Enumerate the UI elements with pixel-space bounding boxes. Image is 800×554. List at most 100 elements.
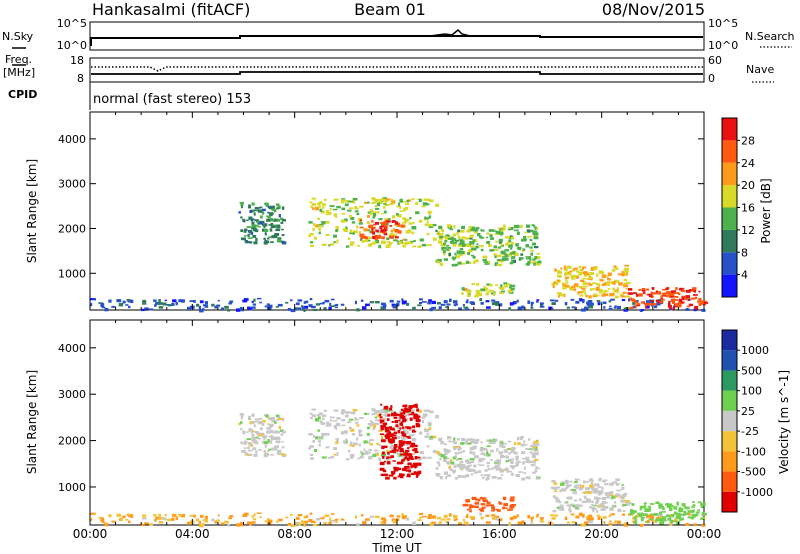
data-cell — [116, 513, 122, 517]
data-cell — [328, 244, 331, 247]
data-cell — [280, 221, 284, 224]
data-cell — [486, 477, 490, 480]
data-cell — [386, 453, 391, 456]
data-cell — [365, 239, 369, 241]
data-cell — [216, 519, 221, 522]
velocity-colorbar-tick-label: -1000 — [741, 486, 773, 499]
data-cell — [411, 409, 415, 411]
data-cell — [486, 462, 491, 465]
xtick-label: 04:00 — [175, 527, 210, 541]
data-cell — [153, 514, 157, 517]
data-cell — [678, 506, 681, 510]
data-cell — [427, 516, 432, 520]
data-cell — [531, 452, 535, 456]
data-cell — [614, 501, 617, 504]
data-cell — [375, 410, 381, 413]
data-cell — [487, 454, 491, 457]
data-cell — [486, 451, 489, 455]
data-cell — [701, 512, 705, 515]
colorbar-segment — [722, 140, 737, 163]
data-cell — [374, 515, 380, 519]
data-cell — [308, 304, 313, 308]
data-cell — [397, 475, 401, 478]
data-cell — [204, 306, 209, 308]
data-cell — [436, 461, 440, 464]
data-cell — [613, 306, 617, 309]
data-cell — [536, 261, 540, 265]
data-cell — [474, 441, 478, 445]
data-cell — [399, 410, 403, 414]
data-cell — [671, 514, 675, 518]
data-cell — [531, 447, 536, 451]
data-cell — [374, 416, 378, 419]
data-cell — [354, 421, 359, 424]
data-cell — [287, 308, 292, 311]
data-cell — [349, 454, 355, 457]
data-cell — [491, 467, 494, 470]
data-cell — [321, 433, 326, 437]
data-cell — [595, 266, 598, 269]
data-cell — [582, 514, 585, 518]
data-cell — [614, 305, 617, 308]
data-cell — [248, 204, 251, 208]
data-cell — [511, 517, 516, 520]
data-cell — [408, 405, 414, 409]
data-cell — [514, 441, 517, 446]
data-cell — [495, 468, 500, 471]
data-cell — [662, 508, 665, 510]
data-cell — [602, 292, 606, 295]
data-cell — [325, 432, 330, 436]
data-cell — [413, 416, 417, 420]
data-cell — [401, 473, 405, 476]
data-cell — [438, 521, 442, 524]
data-cell — [690, 516, 695, 520]
data-cell — [497, 246, 501, 249]
data-cell — [675, 520, 679, 523]
data-cell — [552, 495, 556, 499]
data-cell — [354, 417, 358, 420]
data-cell — [404, 466, 407, 470]
data-cell — [495, 284, 499, 286]
data-cell — [318, 443, 321, 447]
data-cell — [295, 302, 300, 306]
power-colorbar-tick-label: 8 — [741, 246, 748, 259]
data-cell — [432, 237, 437, 241]
data-cell — [449, 298, 452, 302]
data-cell — [592, 294, 598, 298]
data-cell — [582, 290, 586, 293]
data-cell — [126, 299, 130, 302]
data-cell — [369, 439, 374, 442]
data-cell — [401, 455, 405, 457]
data-cell — [551, 302, 556, 305]
data-cell — [623, 523, 629, 527]
data-cell — [460, 230, 465, 233]
data-cell — [559, 276, 562, 279]
data-cell — [610, 497, 613, 500]
data-cell — [438, 453, 443, 457]
data-cell — [500, 474, 504, 476]
data-cell — [529, 246, 533, 249]
data-cell — [412, 458, 416, 461]
data-cell — [254, 229, 259, 233]
data-cell — [451, 238, 457, 241]
data-cell — [443, 459, 447, 462]
data-cell — [390, 410, 394, 413]
data-cell — [579, 268, 584, 271]
data-cell — [520, 436, 523, 441]
data-cell — [575, 504, 580, 507]
data-cell — [678, 298, 683, 302]
data-cell — [589, 484, 593, 488]
data-cell — [605, 290, 609, 293]
data-cell — [382, 221, 388, 224]
data-cell — [475, 439, 480, 442]
data-cell — [380, 222, 385, 224]
data-cell — [676, 501, 679, 505]
data-cell — [621, 486, 625, 490]
data-cell — [536, 513, 540, 516]
data-cell — [240, 205, 243, 209]
data-cell — [490, 289, 494, 293]
data-cell — [252, 436, 256, 441]
data-cell — [494, 248, 499, 251]
data-cell — [404, 465, 410, 469]
data-cell — [616, 483, 620, 486]
